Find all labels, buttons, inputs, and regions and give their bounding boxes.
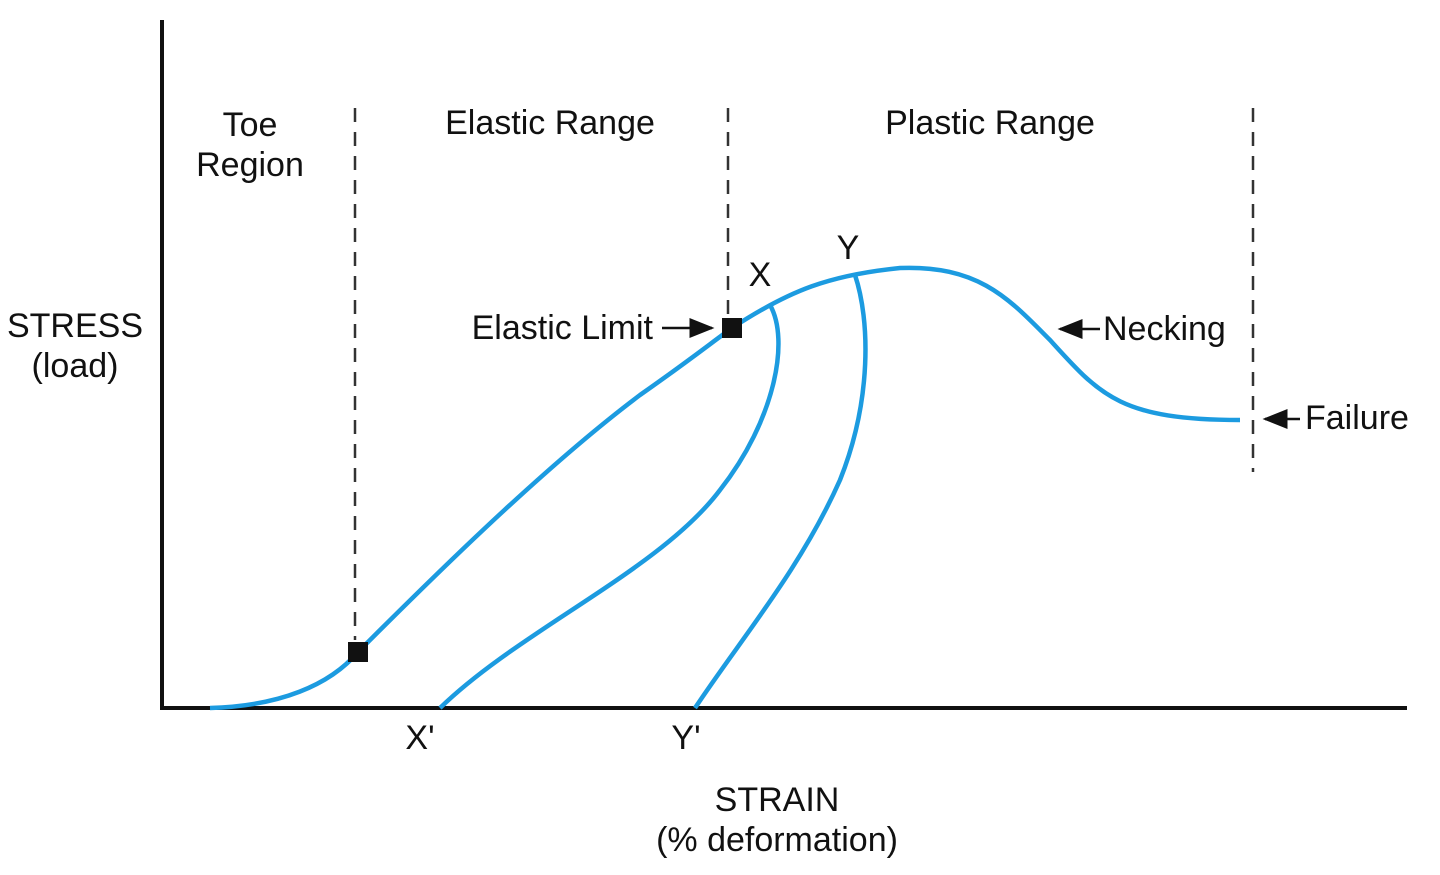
annotation: Failure [1305, 399, 1409, 437]
y-axis-label: STRESS [7, 307, 143, 345]
region-label: Elastic Range [445, 104, 655, 142]
point-label: Y [837, 229, 860, 267]
x-axis-label: (% deformation) [656, 821, 898, 859]
y-axis-label: (load) [32, 347, 119, 385]
point-label: X' [405, 719, 434, 757]
x-axis-label: STRAIN [715, 781, 840, 819]
annotation: Elastic Limit [472, 309, 654, 347]
marker [348, 642, 368, 662]
region-label: Toe [223, 106, 278, 144]
point-label: X [749, 256, 772, 294]
point-label: Y' [671, 719, 700, 757]
unloading-curve-x [438, 303, 781, 710]
marker [722, 318, 742, 338]
region-label: Region [196, 146, 304, 184]
unloading-curve-y [693, 274, 868, 710]
region-label: Plastic Range [885, 104, 1095, 142]
annotation: Necking [1103, 310, 1226, 348]
